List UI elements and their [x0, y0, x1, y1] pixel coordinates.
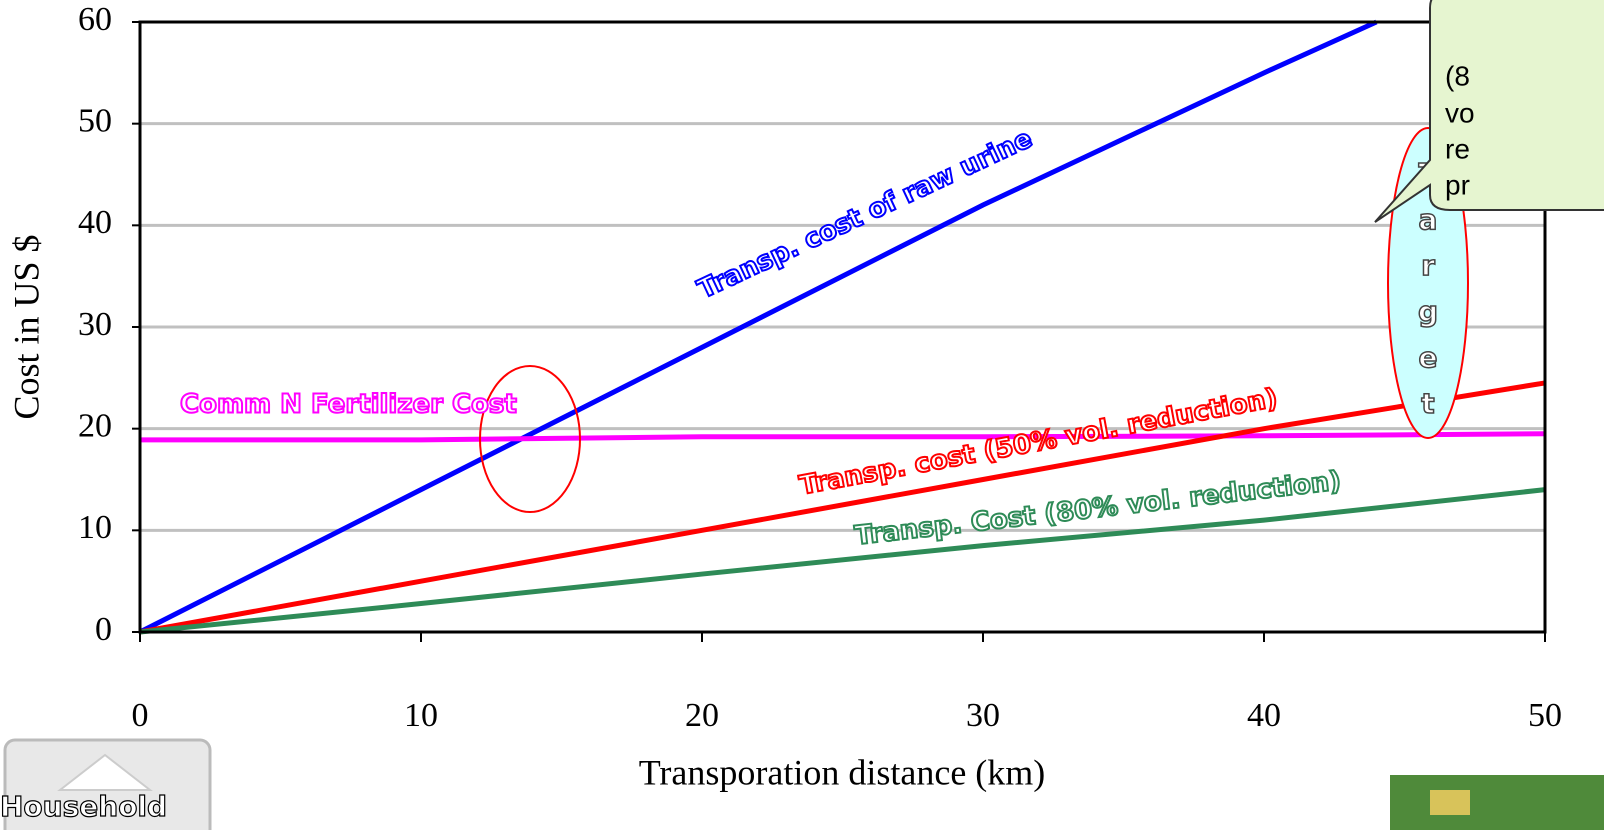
callout-line: pr: [1445, 169, 1470, 200]
field-photo: [1390, 775, 1604, 830]
series-line: [140, 434, 1545, 440]
series-label: Transp. Cost (80% vol. reduction): [853, 466, 1342, 551]
y-tick-label: 30: [78, 306, 112, 343]
y-tick-label: 10: [78, 509, 112, 546]
y-axis-label: Cost in US $: [6, 234, 46, 419]
series-label: Transp. cost of raw urine: [693, 124, 1037, 305]
x-tick-label: 20: [685, 697, 719, 734]
callout-line: re: [1445, 133, 1470, 164]
callout-box: [1375, 0, 1604, 222]
x-axis-label: Transporation distance (km): [639, 752, 1046, 792]
chart: Target (8 vo re pr Transporation distanc…: [0, 0, 1604, 830]
callout-line: (8: [1445, 60, 1470, 91]
y-tick-label: 20: [78, 407, 112, 444]
callout-line: vo: [1445, 97, 1475, 128]
x-tick-label: 10: [404, 697, 438, 734]
x-tick-label: 50: [1528, 697, 1562, 734]
series-line: [140, 490, 1545, 632]
series-line: [140, 383, 1545, 632]
y-tick-label: 0: [95, 611, 112, 648]
series-label: Comm N Fertilizer Cost: [180, 390, 517, 420]
y-tick-label: 50: [78, 102, 112, 139]
plot-area: [140, 22, 1545, 632]
x-tick-label: 30: [966, 697, 1000, 734]
x-tick-label: 0: [132, 697, 149, 734]
tractor: [1430, 790, 1470, 815]
household-label: Household: [0, 790, 167, 823]
x-tick-label: 40: [1247, 697, 1281, 734]
y-tick-label: 60: [78, 1, 112, 38]
y-tick-label: 40: [78, 204, 112, 241]
